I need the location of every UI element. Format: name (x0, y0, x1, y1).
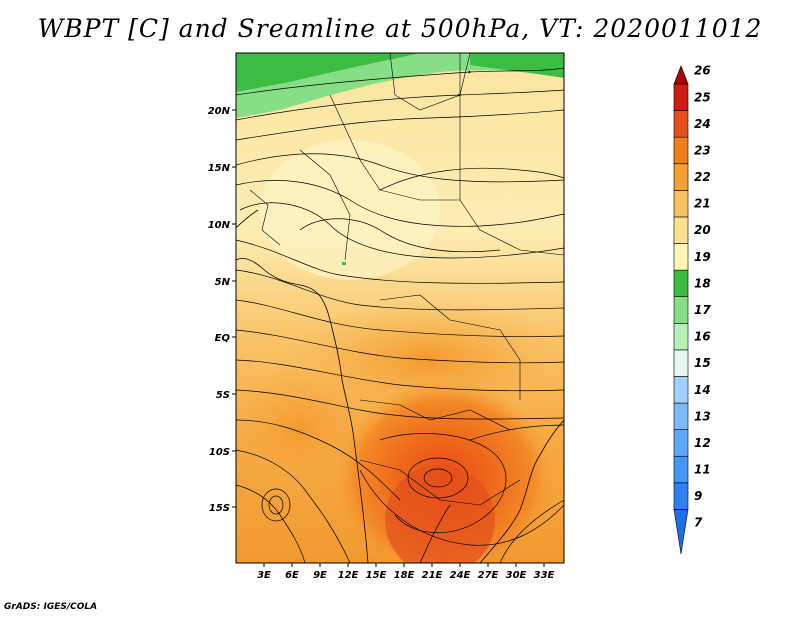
colorbar-label: 16 (694, 330, 711, 344)
colorbar-label: 22 (694, 170, 711, 184)
colorbar-swatch (673, 296, 689, 324)
dark-green-band-east (470, 53, 564, 78)
colorbar-label: 13 (694, 409, 711, 423)
colorbar-label: 19 (694, 250, 711, 264)
colorbar-label: 21 (694, 197, 711, 211)
cool-area-north (260, 140, 440, 280)
green-spot (342, 262, 346, 265)
colorbar-swatch (673, 402, 689, 430)
colorbar-label: 24 (694, 117, 711, 131)
streamlines (236, 67, 564, 563)
colorbar-label: 9 (694, 489, 702, 503)
colorbar-swatch (673, 455, 689, 484)
lon-label-18e: 18E (394, 570, 415, 581)
lon-label-3e: 3E (257, 570, 271, 581)
colorbar-swatch (673, 190, 689, 218)
latitude-axis: 20N 15N 10N 5N EQ 5S 10S 15S (208, 106, 236, 514)
colorbar-low-triangle (673, 509, 689, 555)
hottest-core (385, 465, 495, 563)
lat-label-10s: 10S (209, 447, 230, 458)
lat-label-15s: 15S (209, 503, 230, 514)
map-title: WBPT [C] and Sreamline at 500hPa, VT: 20… (37, 14, 763, 43)
lon-label-33e: 33E (534, 570, 555, 581)
lat-label-15n: 15N (208, 163, 231, 174)
lat-label-20n: 20N (208, 106, 231, 117)
lon-label-30e: 30E (506, 570, 527, 581)
lon-label-12e: 12E (338, 570, 359, 581)
lon-label-24e: 24E (450, 570, 471, 581)
colorbar-label: 11 (694, 463, 711, 477)
colorbar-label: 15 (694, 356, 711, 370)
coastlines-borders (236, 53, 564, 563)
colorbar-label: 20 (694, 223, 711, 237)
lon-label-6e: 6E (285, 570, 299, 581)
dark-green-band (236, 53, 420, 92)
lat-label-5s: 5S (216, 390, 230, 401)
colorbar-label: 12 (694, 436, 711, 450)
lon-label-21e: 21E (422, 570, 443, 581)
colorbar: 7 9 11 12 13 14 15 16 17 18 19 20 21 22 23 24 25 26 (673, 64, 711, 555)
colorbar-swatch (673, 216, 689, 244)
colorbar-swatch (673, 243, 689, 271)
colorbar-swatch (673, 136, 689, 165)
colorbar-label: 23 (694, 143, 711, 157)
colorbar-swatch (673, 429, 689, 457)
lat-label-10n: 10N (208, 220, 231, 231)
lon-label-9e: 9E (313, 570, 327, 581)
colorbar-label: 18 (694, 276, 711, 290)
colorbar-swatch (673, 482, 689, 510)
map-frame (235, 52, 565, 564)
colorbar-label: 17 (694, 303, 711, 317)
colorbar-swatch (673, 376, 689, 404)
colorbar-swatch (673, 163, 689, 191)
colorbar-swatch (673, 83, 689, 111)
colorbar-swatch (673, 349, 689, 377)
colorbar-swatch (673, 269, 689, 298)
colorbar-label: 26 (694, 64, 711, 78)
lat-label-eq: EQ (215, 333, 231, 344)
colorbar-label: 7 (694, 516, 703, 530)
colorbar-label: 14 (694, 383, 711, 397)
grads-credit: GrADS: IGES/COLA (4, 602, 98, 612)
lon-label-15e: 15E (366, 570, 387, 581)
map-field (236, 53, 564, 563)
colorbar-swatch (673, 322, 689, 351)
lat-label-5n: 5N (215, 277, 231, 288)
longitude-axis: 3E 6E 9E 12E 15E 18E 21E 24E 27E 30E 33E (257, 563, 555, 581)
colorbar-label: 25 (694, 90, 711, 104)
colorbar-high-triangle (673, 65, 689, 85)
colorbar-swatch (673, 110, 689, 138)
lon-label-27e: 27E (478, 570, 499, 581)
